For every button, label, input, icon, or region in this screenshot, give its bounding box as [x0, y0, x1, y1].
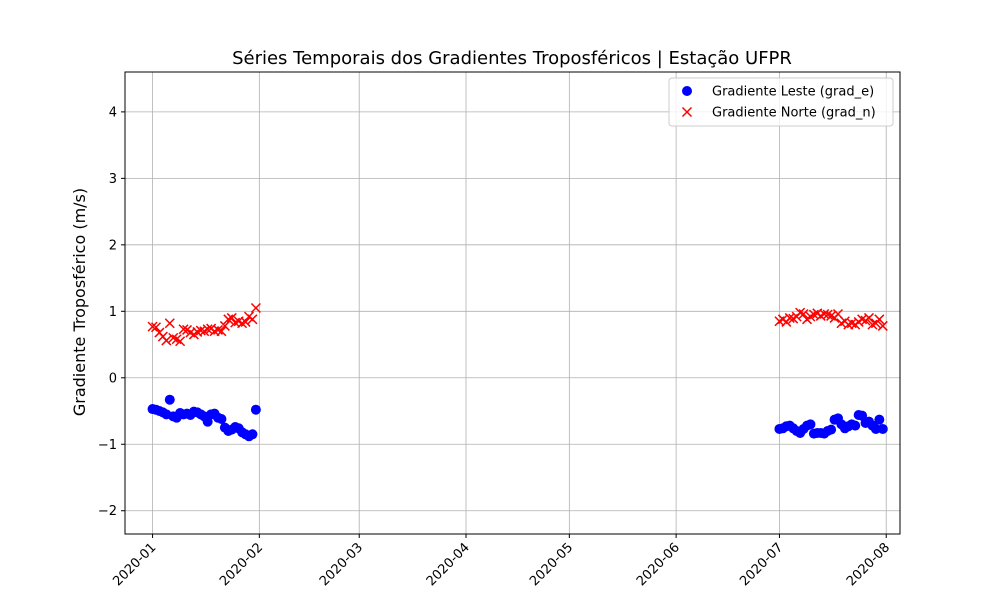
x-tick-label: 2020-05 [527, 540, 576, 589]
grid-lines [125, 72, 900, 534]
x-tick-label: 2020-03 [317, 540, 366, 589]
legend-entry-label: Gradiente Norte (grad_n) [712, 106, 876, 121]
grad-e-point [874, 414, 885, 425]
y-tick-label: −2 [98, 504, 117, 519]
grad-e-point [250, 404, 261, 415]
grad-n-point [150, 322, 162, 333]
plot-area-frame [124, 71, 901, 535]
grad-n-point [798, 308, 809, 319]
grad-n-point [216, 326, 227, 337]
legend-entry-label: Gradiente Leste (grad_e) [712, 85, 874, 100]
grad-e-point [850, 420, 861, 431]
grad-n-point [877, 320, 888, 331]
y-tick-label: 4 [109, 105, 117, 120]
x-tick-label: 2020-08 [844, 540, 893, 589]
x-tick-label: 2020-06 [634, 540, 683, 589]
grad-n-point [247, 314, 258, 325]
x-tick-label: 2020-04 [424, 540, 473, 589]
y-tick-label: 0 [109, 371, 117, 386]
grad-n-point [178, 324, 189, 335]
y-tick-label: 2 [109, 238, 117, 253]
grad-e-point [247, 429, 258, 440]
y-tick-label: 1 [109, 305, 117, 320]
legend: Gradiente Leste (grad_e) Gradiente Norte … [668, 77, 894, 127]
x-tick-label: 2020-07 [737, 540, 786, 589]
data-points [147, 302, 888, 442]
grad-e-point [826, 424, 837, 435]
y-tick-label: 3 [109, 172, 117, 187]
grad-e-point [216, 413, 227, 424]
y-axis-label: Gradiente Troposférico (m/s) [70, 188, 89, 416]
grad-n-point [202, 324, 213, 335]
y-tick-label: −1 [98, 438, 117, 453]
grad-e-point [870, 423, 881, 434]
grad-n-point [161, 335, 172, 346]
grad-n-point [867, 319, 878, 330]
grad-e-point [877, 423, 888, 434]
grad-n-point [874, 314, 885, 325]
grad-n-point [226, 312, 237, 323]
legend-x-marker [681, 106, 693, 118]
grad-n-point [819, 308, 830, 319]
grad-n-point [240, 316, 251, 327]
grad-e-point [805, 419, 816, 430]
legend-circle-marker [682, 86, 692, 96]
grad-e-point [164, 394, 175, 405]
grad-n-point [164, 318, 175, 329]
grad-n-point [863, 312, 875, 323]
grad-n-point [219, 320, 230, 331]
grad-n-point [212, 324, 224, 335]
x-tick-label: 2020-01 [110, 540, 159, 589]
grad-n-point [168, 332, 179, 343]
legend-box [668, 77, 894, 127]
grad-n-point [175, 336, 186, 347]
chart-title: Séries Temporais dos Gradientes Troposfé… [232, 48, 792, 69]
x-tick-label: 2020-02 [217, 540, 266, 589]
grad-n-point [223, 314, 234, 325]
grad-n-point [250, 302, 261, 314]
grad-n-point [822, 309, 833, 320]
